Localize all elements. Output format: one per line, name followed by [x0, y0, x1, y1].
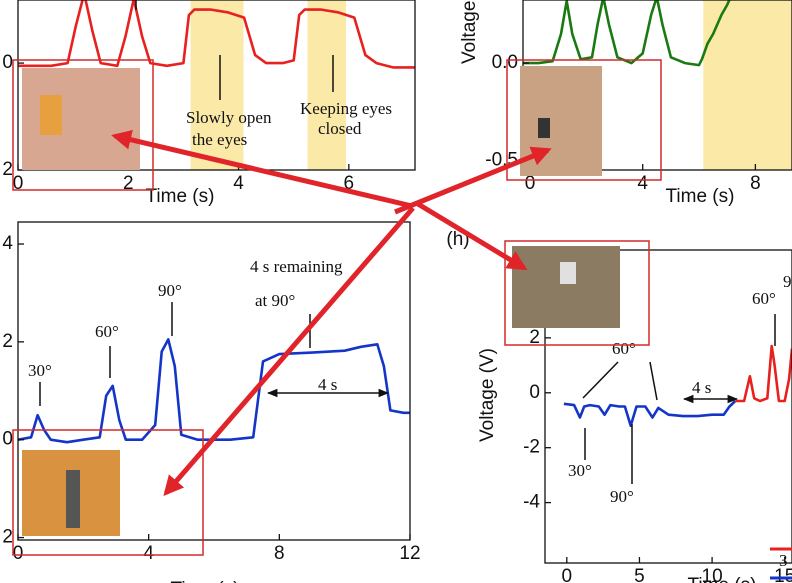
annotation: 3	[779, 551, 788, 570]
x-tick-label: 0	[13, 543, 24, 564]
inset-frame	[12, 59, 154, 191]
x-axis-label: Time (s)	[171, 579, 240, 583]
inset-photo	[512, 246, 620, 328]
data-line	[523, 0, 731, 67]
y-tick-label: 0.0	[492, 52, 518, 73]
arrow	[416, 201, 528, 271]
data-line	[563, 400, 737, 427]
x-tick-label: 10	[702, 566, 723, 583]
y-tick-label: 0	[529, 382, 540, 403]
annotation: 60°	[95, 322, 119, 341]
annotation: 60°	[752, 289, 776, 308]
inset-frame	[506, 59, 662, 181]
y-tick-label: 2	[2, 331, 13, 352]
data-line	[735, 344, 792, 403]
y-axis-label: Voltage (V)	[459, 0, 480, 64]
annotation: 9	[783, 272, 792, 291]
annotation: 4 s	[318, 375, 337, 394]
inset-photo	[560, 262, 576, 284]
pointers	[39, 0, 792, 580]
annotation: 30°	[28, 361, 52, 380]
inset-photo	[22, 68, 140, 170]
plot-area	[563, 344, 792, 427]
x-axis-label: Time (s)	[666, 186, 735, 207]
shaded-span	[307, 0, 347, 170]
y-tick-label: 2	[2, 159, 13, 180]
x-tick-label: 0	[562, 566, 573, 583]
data-line	[18, 0, 415, 69]
arrow	[163, 206, 415, 497]
pointer	[649, 361, 658, 401]
x-tick-label: 8	[274, 543, 285, 564]
inset-photo	[520, 66, 602, 176]
shaded-span	[703, 0, 792, 170]
data-line	[18, 338, 410, 444]
x-tick-label: 6	[344, 173, 355, 194]
inset-frame	[504, 240, 650, 346]
y-tick-label: 2	[529, 327, 540, 348]
annotation: closed	[318, 119, 362, 138]
inset-photo	[538, 118, 550, 138]
annotation: 90°	[610, 487, 634, 506]
x-tick-label: 0	[13, 173, 24, 194]
plot-area	[18, 338, 410, 444]
y-tick-label: 0	[2, 52, 13, 73]
plot-area	[523, 0, 792, 170]
x-tick-label: 0	[525, 173, 536, 194]
annotation: 90°	[158, 281, 182, 300]
annotation: 30°	[568, 461, 592, 480]
x-tick-label: 4	[143, 543, 154, 564]
annotation: Slowly open	[186, 108, 272, 127]
insets	[12, 59, 662, 556]
plot-area	[18, 0, 415, 170]
y-tick-label: -2	[523, 437, 540, 458]
x-tick-label: 2	[123, 173, 134, 194]
y-tick-label: 0	[2, 429, 13, 450]
y-tick-label: 4	[2, 233, 13, 254]
x-tick-label: 4	[637, 173, 648, 194]
inset-photo	[66, 470, 80, 528]
plot-frame	[544, 249, 792, 564]
arrows	[111, 129, 552, 497]
plot-frame	[17, 221, 411, 541]
annotation: 4 s remaining	[250, 257, 343, 276]
x-axis-label: Time (s)	[688, 575, 757, 583]
y-tick-label: 2	[2, 527, 13, 548]
x-tick-label: 4	[233, 173, 244, 194]
x-tick-label: 8	[750, 173, 761, 194]
annotation: 4 s	[692, 378, 711, 397]
plot-frame	[17, 0, 416, 171]
x-tick-label: 12	[399, 543, 420, 564]
annotation: at 90°	[255, 291, 295, 310]
x-tick-label: 5	[634, 566, 645, 583]
annotation: 60°	[612, 339, 636, 358]
pointer	[582, 361, 619, 399]
arrow	[394, 146, 552, 215]
y-tick-label: -4	[523, 492, 540, 513]
inset-frame	[12, 429, 204, 556]
y-axis-label: Voltage (V)	[477, 348, 498, 442]
annotation: the eyes	[192, 130, 247, 149]
x-axis-label: Time (s)	[146, 186, 215, 207]
annotation: Keeping eyes	[300, 99, 392, 118]
shaded-span	[190, 0, 244, 170]
inset-photo	[40, 95, 62, 135]
arrow	[111, 129, 413, 209]
